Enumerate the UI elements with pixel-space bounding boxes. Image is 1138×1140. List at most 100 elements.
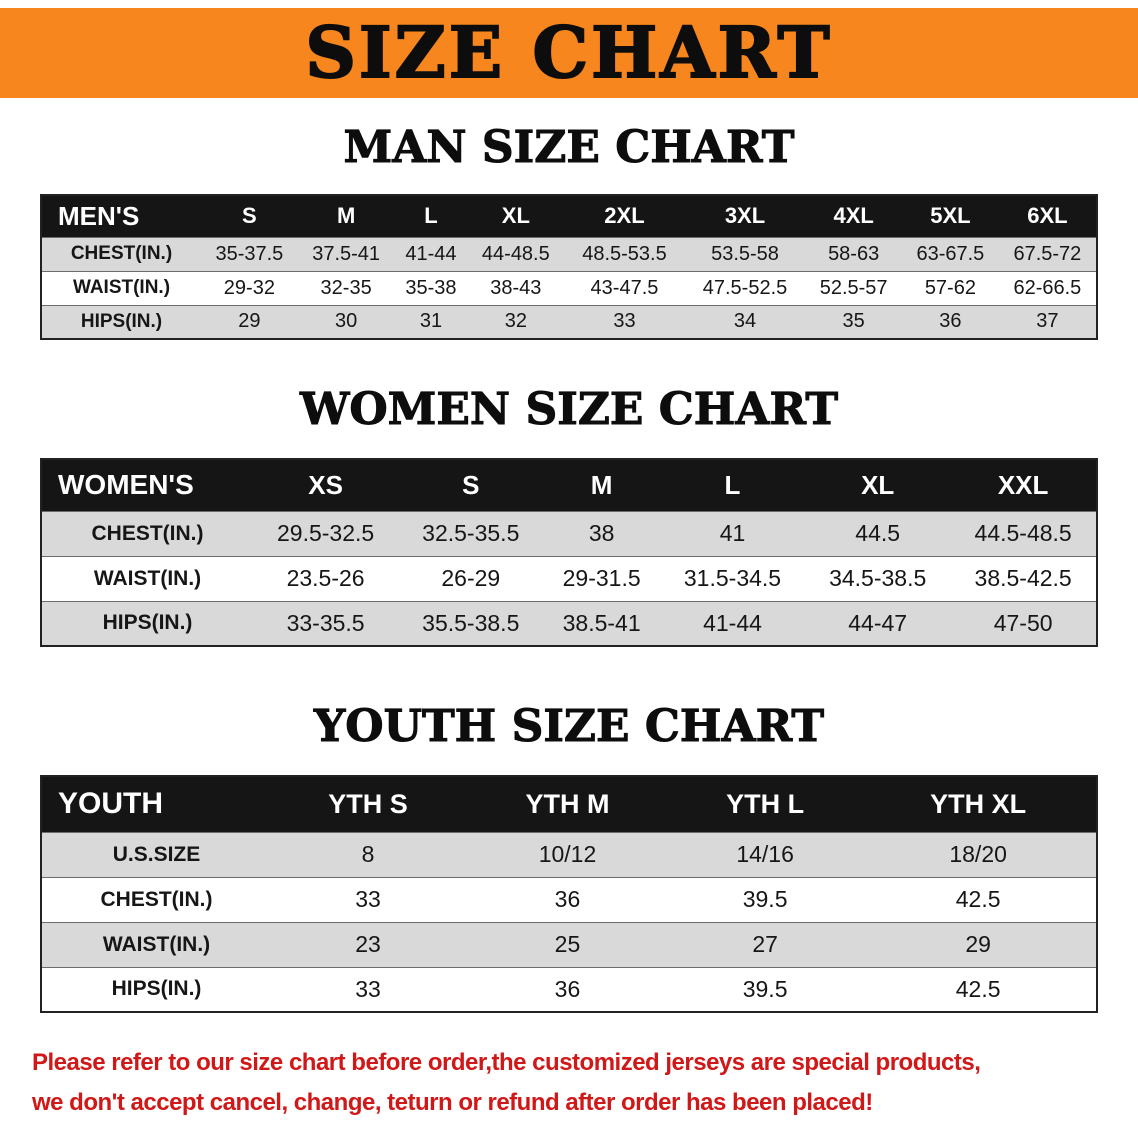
measurement-row: WAIST(IN.) 23 25 27 29: [41, 921, 1097, 967]
size-column-header: XL: [501, 203, 530, 229]
size-value: 23: [271, 921, 465, 967]
size-column-header: XL: [861, 469, 895, 500]
youth-table-title: YOUTH: [58, 787, 163, 821]
measurement-row: CHEST(IN.) 35-37.5 37.5-41 41-44 44-48.5 48.5…: [41, 236, 1097, 271]
page-title: SIZE CHART: [304, 11, 833, 94]
women-table-title: WOMEN'S: [58, 469, 194, 501]
size-column-header: XS: [308, 469, 343, 500]
size-value: 42.5: [860, 966, 1097, 1012]
youth-size-chart-section: YOUTH SIZE CHART YOUTH YTH S YTH M YTH L YTH …: [0, 701, 1138, 1013]
measurement-row: CHEST(IN.) 33 36 39.5 42.5: [41, 876, 1097, 922]
size-value: 36: [465, 966, 670, 1012]
men-size-chart-section: MAN SIZE CHART MEN'S S M L XL 2XL 3XL 4XL 5XL 6XL C…: [0, 122, 1138, 340]
size-column-header: YTH L: [726, 788, 805, 819]
size-column-header: YTH XL: [930, 788, 1027, 819]
size-value: 29.5-32.5: [253, 510, 399, 556]
size-value: 32-35: [297, 270, 395, 305]
size-value: 35-37.5: [201, 236, 298, 271]
row-label: CHEST(IN.): [41, 876, 271, 922]
size-value: 32: [467, 304, 565, 339]
size-value: 44.5-48.5: [950, 510, 1097, 556]
size-chart-banner: SIZE CHART: [0, 8, 1138, 98]
row-label: CHEST(IN.): [41, 510, 253, 556]
size-value: 39.5: [669, 876, 861, 922]
size-column-header: M: [590, 469, 613, 500]
size-value: 33: [271, 966, 465, 1012]
youth-size-table: YOUTH YTH S YTH M YTH L YTH XL U.S.SIZE 8 10/12…: [40, 775, 1098, 1013]
size-column-header: 5XL: [930, 203, 971, 229]
size-value: 38.5-42.5: [950, 555, 1097, 601]
size-value: 44-47: [805, 600, 951, 646]
size-value: 32.5-35.5: [398, 510, 544, 556]
size-value: 26-29: [398, 555, 544, 601]
size-value: 29-31.5: [543, 555, 660, 601]
size-value: 29-32: [201, 270, 298, 305]
size-value: 52.5-57: [805, 270, 903, 305]
size-value: 42.5: [860, 876, 1097, 922]
size-value: 39.5: [669, 966, 861, 1012]
size-column-header: 2XL: [604, 203, 645, 229]
size-value: 37: [998, 304, 1097, 339]
men-header-row: MEN'S S M L XL 2XL 3XL 4XL 5XL 6XL: [41, 195, 1097, 237]
size-value: 41-44: [659, 600, 806, 646]
men-table-title: MEN'S: [58, 200, 140, 231]
size-column-header: XXL: [997, 469, 1049, 500]
size-value: 53.5-58: [684, 236, 806, 271]
size-value: 38-43: [467, 270, 565, 305]
size-value: 34.5-38.5: [805, 555, 951, 601]
size-value: 35: [805, 304, 903, 339]
size-value: 34: [684, 304, 806, 339]
size-value: 30: [297, 304, 395, 339]
size-column-header: YTH S: [328, 788, 408, 819]
footer-notice: Please refer to our size chart before or…: [32, 1043, 1118, 1123]
size-value: 18/20: [860, 831, 1097, 877]
size-value: 35-38: [394, 270, 468, 305]
size-value: 31: [394, 304, 468, 339]
row-label: HIPS(IN.): [41, 966, 271, 1012]
men-size-table: MEN'S S M L XL 2XL 3XL 4XL 5XL 6XL CHEST(IN.) 35-37…: [40, 194, 1098, 340]
size-column-header: L: [724, 469, 741, 500]
measurement-row: HIPS(IN.) 29 30 31 32 33 34 35 36 37: [41, 304, 1097, 339]
size-value: 38.5-41: [543, 600, 660, 646]
youth-header-row: YOUTH YTH S YTH M YTH L YTH XL: [41, 776, 1097, 832]
size-value: 41-44: [394, 236, 468, 271]
row-label: CHEST(IN.): [41, 236, 201, 271]
notice-line-2: we don't accept cancel, change, teturn o…: [32, 1089, 873, 1116]
size-column-header: 6XL: [1027, 203, 1068, 229]
size-value: 47.5-52.5: [684, 270, 806, 305]
size-value: 33-35.5: [253, 600, 399, 646]
youth-section-heading: YOUTH SIZE CHART: [313, 701, 825, 752]
row-label: WAIST(IN.): [41, 921, 271, 967]
size-value: 23.5-26: [253, 555, 399, 601]
measurement-row: HIPS(IN.) 33-35.5 35.5-38.5 38.5-41 41-44 44-…: [41, 600, 1097, 646]
men-section-heading: MAN SIZE CHART: [343, 122, 795, 173]
size-value: 31.5-34.5: [659, 555, 806, 601]
measurement-row: WAIST(IN.) 23.5-26 26-29 29-31.5 31.5-34.5 34…: [41, 555, 1097, 601]
size-value: 63-67.5: [902, 236, 999, 271]
size-value: 38: [543, 510, 660, 556]
measurement-row: HIPS(IN.) 33 36 39.5 42.5: [41, 966, 1097, 1012]
size-value: 47-50: [950, 600, 1097, 646]
row-label: U.S.SIZE: [41, 831, 271, 877]
size-value: 43-47.5: [564, 270, 685, 305]
size-column-header: 4XL: [833, 203, 874, 229]
size-value: 14/16: [669, 831, 861, 877]
size-value: 10/12: [465, 831, 670, 877]
measurement-row: CHEST(IN.) 29.5-32.5 32.5-35.5 38 41 44.5 44.5…: [41, 510, 1097, 556]
size-value: 33: [564, 304, 685, 339]
size-value: 58-63: [805, 236, 903, 271]
size-value: 27: [669, 921, 861, 967]
size-column-header: S: [242, 203, 257, 229]
size-value: 44-48.5: [467, 236, 565, 271]
size-value: 33: [271, 876, 465, 922]
women-header-row: WOMEN'S XS S M L XL XXL: [41, 459, 1097, 511]
size-value: 48.5-53.5: [564, 236, 685, 271]
size-value: 29: [201, 304, 298, 339]
row-label: HIPS(IN.): [41, 600, 253, 646]
women-size-chart-section: WOMEN SIZE CHART WOMEN'S XS S M L XL XXL CHEST(I…: [0, 385, 1138, 647]
size-value: 36: [465, 876, 670, 922]
size-column-header: M: [336, 203, 356, 229]
row-label: WAIST(IN.): [41, 270, 201, 305]
size-value: 36: [902, 304, 999, 339]
size-column-header: L: [424, 203, 438, 229]
